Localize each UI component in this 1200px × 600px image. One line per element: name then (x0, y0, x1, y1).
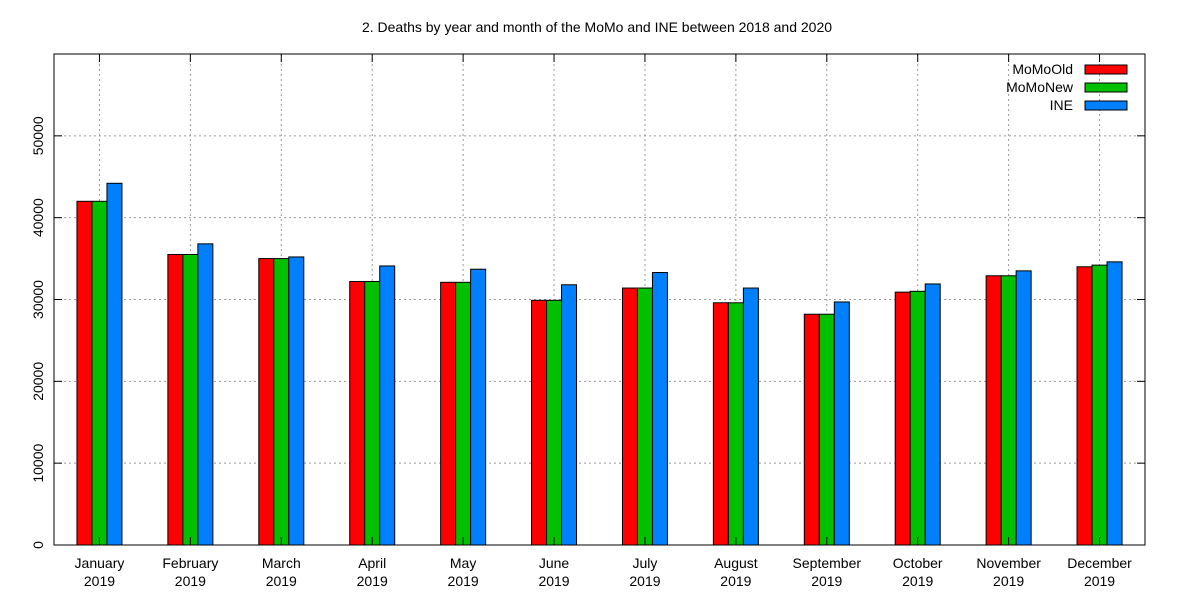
bar-momonew (818, 313, 835, 546)
y-tick-label: 50000 (30, 116, 46, 155)
bar-ine (106, 182, 123, 546)
bar-ine (470, 268, 487, 546)
bar-momoold (76, 200, 93, 546)
bar-ine (288, 256, 305, 546)
bar-momonew (636, 287, 653, 546)
bar-momoold (531, 299, 548, 546)
bar-momoold (803, 313, 820, 546)
bar-ine (1015, 270, 1032, 546)
x-tick-label-year: 2019 (720, 573, 751, 589)
x-tick-label-year: 2019 (448, 573, 479, 589)
x-tick-label-month: January (75, 555, 125, 571)
y-tick-label: 0 (30, 541, 46, 549)
x-axis: January 2019 February 2019 March 2019 April 201… (75, 54, 1132, 589)
x-tick-label-year: 2019 (1084, 573, 1115, 589)
x-tick-label-month: July (633, 555, 658, 571)
bar-ine (651, 271, 668, 546)
bar-momonew (727, 302, 744, 546)
bar-ine (924, 283, 941, 546)
x-tick-label-month: June (539, 555, 570, 571)
x-tick-label-year: 2019 (902, 573, 933, 589)
bar-momonew (455, 281, 472, 546)
x-tick-label-year: 2019 (357, 573, 388, 589)
legend-label: MoMoOld (1012, 61, 1073, 77)
legend: MoMoOld MoMoNew INE (1006, 61, 1128, 113)
legend-label: INE (1050, 97, 1073, 113)
bar-momoold (621, 287, 638, 546)
bar-momoold (167, 253, 184, 546)
x-tick-label-year: 2019 (993, 573, 1024, 589)
y-tick-label: 10000 (30, 443, 46, 482)
bar-momonew (273, 258, 290, 546)
bar-momoold (1076, 266, 1093, 546)
x-tick-label-month: May (450, 555, 476, 571)
bar-ine (197, 243, 214, 546)
bar-ine (833, 301, 850, 546)
x-tick-label-month: April (358, 555, 386, 571)
x-tick-label-month: February (162, 555, 218, 571)
legend-swatch (1084, 100, 1128, 111)
bar-momoold (894, 291, 911, 546)
bar-momonew (1091, 264, 1108, 546)
x-tick-label-year: 2019 (629, 573, 660, 589)
bar-momonew (909, 290, 926, 546)
bar-ine (561, 284, 578, 546)
x-tick-label-year: 2019 (175, 573, 206, 589)
bar-momoold (258, 258, 275, 546)
x-tick-label-month: March (262, 555, 301, 571)
bar-momoold (712, 302, 729, 546)
x-tick-label-month: December (1067, 555, 1132, 571)
y-axis: 0 10000 20000 30000 40000 50000 (30, 116, 1145, 549)
grid (54, 54, 1145, 545)
x-tick-label-month: August (714, 555, 758, 571)
legend-swatch (1084, 64, 1128, 75)
bar-momoold (985, 275, 1002, 546)
bar-momonew (546, 299, 563, 546)
x-tick-label-year: 2019 (538, 573, 569, 589)
bars (76, 182, 1123, 546)
bar-momoold (440, 281, 457, 546)
chart-title: 2. Deaths by year and month of the MoMo … (362, 19, 832, 35)
legend-swatch (1084, 82, 1128, 93)
bar-momonew (182, 253, 199, 546)
y-tick-label: 20000 (30, 362, 46, 401)
bar-ine (742, 287, 759, 546)
bar-momonew (364, 280, 381, 546)
bar-momonew (91, 200, 108, 546)
bar-momonew (1000, 275, 1017, 546)
bar-ine (379, 265, 396, 546)
x-tick-label-year: 2019 (266, 573, 297, 589)
bar-ine (1106, 261, 1123, 546)
x-tick-label-month: September (793, 555, 862, 571)
x-tick-label-month: October (893, 555, 943, 571)
x-tick-label-year: 2019 (811, 573, 842, 589)
x-tick-label-year: 2019 (84, 573, 115, 589)
bar-momoold (349, 280, 366, 546)
y-tick-label: 30000 (30, 280, 46, 319)
x-tick-label-month: November (976, 555, 1041, 571)
legend-label: MoMoNew (1006, 79, 1074, 95)
y-tick-label: 40000 (30, 198, 46, 237)
